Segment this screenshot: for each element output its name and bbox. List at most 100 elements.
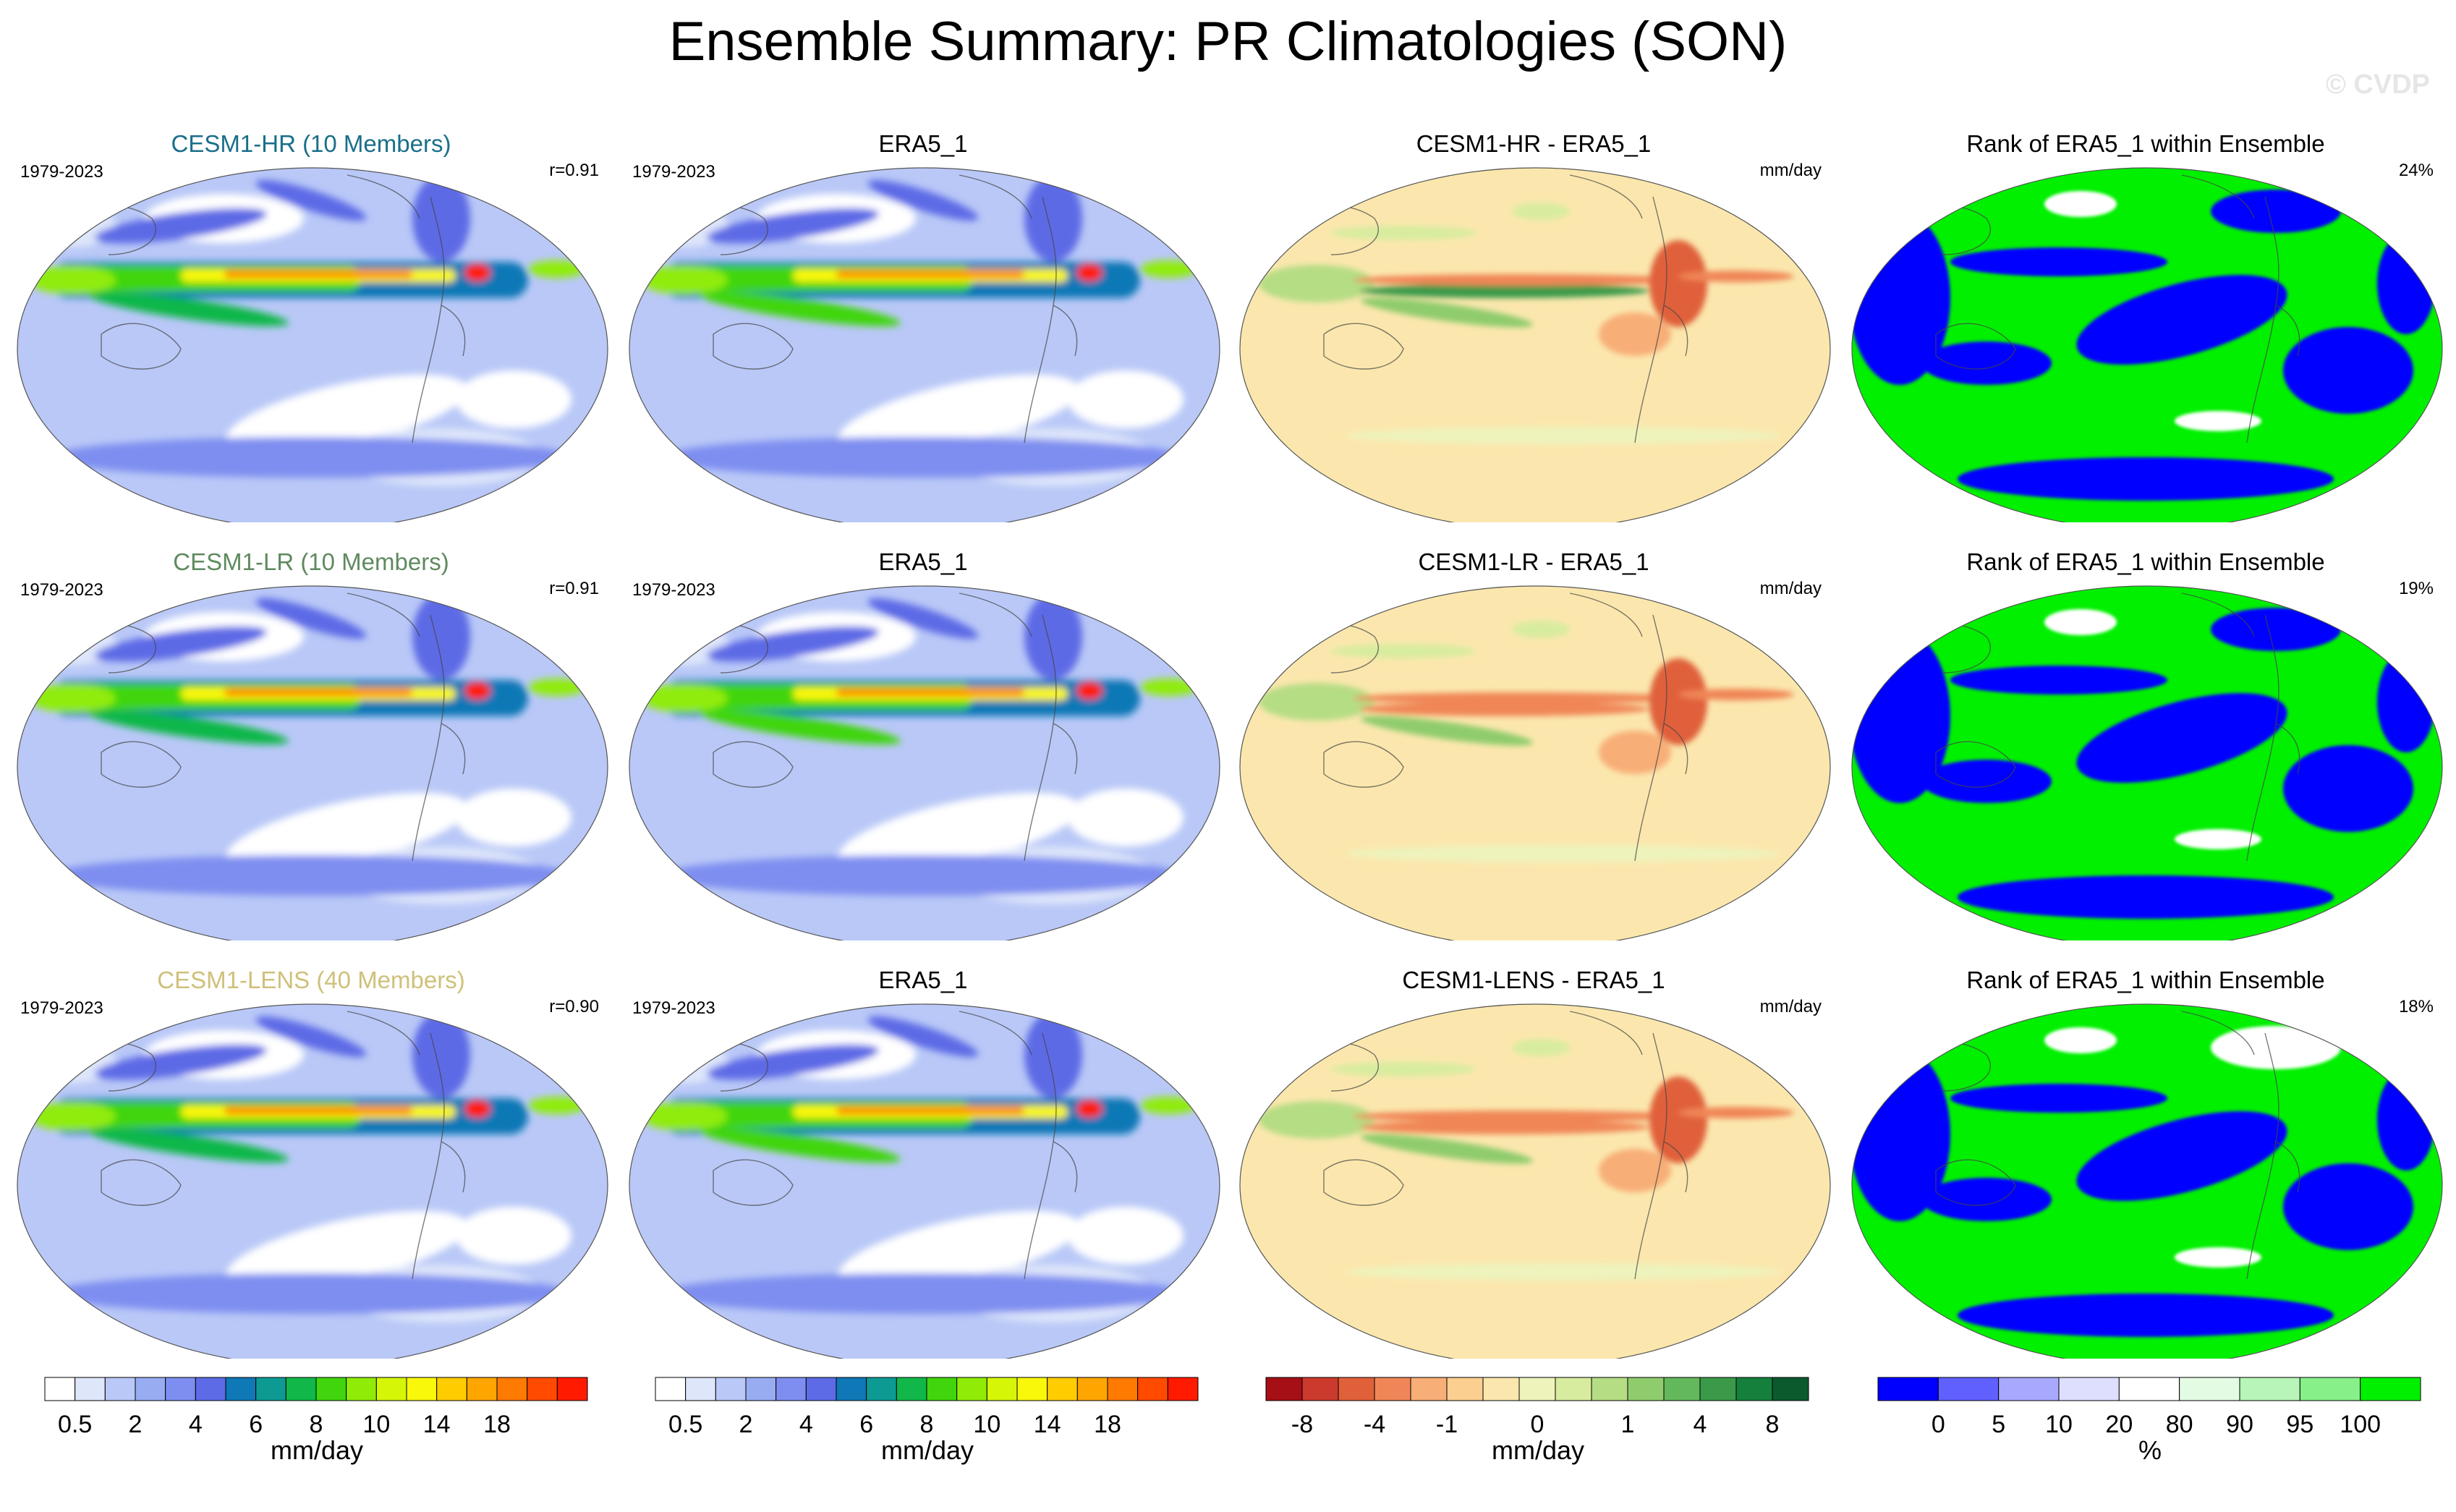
- panel-units: mm/day: [1759, 997, 1822, 1016]
- panel-title: Rank of ERA5_1 within Ensemble: [1966, 967, 2325, 993]
- colorbar-box: [986, 1377, 1018, 1401]
- colorbar-box: [1591, 1377, 1628, 1401]
- cvdp-watermark: © CVDP: [2325, 69, 2430, 100]
- colorbar-box: [1627, 1377, 1665, 1401]
- obs-pr-map-field: [629, 585, 1220, 940]
- panel-period: 1979-2023: [20, 998, 103, 1018]
- colorbar-units: mm/day: [1491, 1435, 1585, 1465]
- colorbar-tick-label: 90: [2226, 1411, 2253, 1438]
- colorbar-tick-label: -8: [1291, 1411, 1313, 1438]
- colorbar-box: [896, 1377, 927, 1401]
- colorbar-tick-label: 8: [920, 1411, 934, 1438]
- colorbar-box: [1998, 1377, 2060, 1401]
- colorbar-box: [1772, 1377, 1809, 1401]
- colorbar-box: [2239, 1377, 2300, 1401]
- colorbar-box: [556, 1377, 588, 1401]
- colorbar-tick-label: 0: [1932, 1411, 1945, 1438]
- colorbar-box: [225, 1377, 257, 1401]
- pattern-correlation: r=0.91: [549, 161, 599, 180]
- colorbar-tick-label: 0.5: [668, 1411, 702, 1438]
- colorbar-box: [255, 1377, 286, 1401]
- panel-title: Rank of ERA5_1 within Ensemble: [1966, 548, 2325, 575]
- colorbar-box: [1410, 1377, 1448, 1401]
- colorbar-tick-label: 95: [2286, 1411, 2313, 1438]
- colorbar-tick-label: 80: [2166, 1411, 2193, 1438]
- colorbar-box: [44, 1377, 76, 1401]
- pattern-correlation: r=0.90: [549, 997, 599, 1016]
- colorbar-box: [776, 1377, 807, 1401]
- colorbar-box: [1107, 1377, 1139, 1401]
- colorbar-box: [745, 1377, 777, 1401]
- colorbar-box: [685, 1377, 716, 1401]
- colorbar-box: [466, 1377, 498, 1401]
- panel-r1-rank-map: Rank of ERA5_1 within Ensemble 24%: [1842, 117, 2449, 522]
- colorbar-tick-label: 10: [362, 1411, 390, 1438]
- panel-title: Rank of ERA5_1 within Ensemble: [1966, 130, 2325, 157]
- colorbar-box: [1137, 1377, 1168, 1401]
- model-pr-map-field: [17, 585, 608, 940]
- colorbar-rank: 0 5 10 20 80 90 95 100%: [1875, 1375, 2425, 1512]
- colorbar-tick-label: 6: [859, 1411, 873, 1438]
- colorbar-box: [1265, 1377, 1303, 1401]
- colorbar-box: [1735, 1377, 1773, 1401]
- colorbar-box: [1699, 1377, 1737, 1401]
- panel-r1-model-pr-map: CESM1-HR (10 Members) 1979-2023 r=0.91: [7, 117, 615, 522]
- colorbar-box: [527, 1377, 558, 1401]
- panel-units: mm/day: [1759, 161, 1822, 180]
- colorbar-units: mm/day: [270, 1435, 364, 1465]
- colorbar-box: [1555, 1377, 1592, 1401]
- coastlines: [1258, 1011, 1688, 1280]
- colorbar-box: [436, 1377, 467, 1401]
- rank-percent: 19%: [2398, 579, 2434, 598]
- difference-map-field: [1239, 167, 1831, 522]
- colorbar-box: [406, 1377, 438, 1401]
- colorbar-box: [956, 1377, 987, 1401]
- colorbar-tick-label: 2: [129, 1411, 143, 1438]
- colorbar-tick-label: 14: [423, 1411, 451, 1438]
- colorbar-tick-label: 8: [1766, 1411, 1780, 1438]
- panel-title: CESM1-LENS (40 Members): [157, 967, 465, 993]
- colorbar-box: [715, 1377, 747, 1401]
- difference-map-field: [1239, 1003, 1831, 1359]
- panel-r3-obs-pr-map: ERA5_1 1979-2023: [619, 954, 1227, 1359]
- difference-map-field: [1239, 585, 1831, 940]
- colorbar-box: [1338, 1377, 1375, 1401]
- colorbar-tick-label: 10: [2045, 1411, 2073, 1438]
- panel-r3-rank-map: Rank of ERA5_1 within Ensemble 18%: [1842, 954, 2449, 1359]
- pattern-correlation: r=0.91: [549, 579, 599, 598]
- colorbar-tick-label: 6: [249, 1411, 263, 1438]
- colorbar-units: mm/day: [880, 1435, 974, 1465]
- obs-pr-map-field: [629, 167, 1220, 522]
- colorbar-tick-label: 10: [973, 1411, 1000, 1438]
- obs-pr-map-field: [629, 1003, 1220, 1359]
- panel-title: ERA5_1: [878, 967, 968, 993]
- panel-period: 1979-2023: [20, 580, 103, 600]
- colorbar-box: [135, 1377, 166, 1401]
- colorbar-box: [1374, 1377, 1411, 1401]
- panel-r1-obs-pr-map: ERA5_1 1979-2023: [619, 117, 1227, 522]
- colorbar-tick-label: 0: [1531, 1411, 1544, 1438]
- colorbar-tick-label: -4: [1364, 1411, 1385, 1438]
- panel-title: ERA5_1: [878, 548, 968, 575]
- colorbar-box: [496, 1377, 528, 1401]
- colorbar-pr-climatology: 0.5 2 4 6 8 10 14 18 mm/day: [42, 1375, 592, 1512]
- colorbar-box: [2118, 1377, 2180, 1401]
- panel-period: 1979-2023: [632, 998, 715, 1018]
- colorbar-box: [1301, 1377, 1339, 1401]
- colorbar-box: [805, 1377, 837, 1401]
- colorbar-box: [2299, 1377, 2361, 1401]
- panel-r2-difference-map: CESM1-LR - ERA5_1 mm/day: [1230, 535, 1837, 940]
- colorbar-box: [1877, 1377, 1939, 1401]
- model-pr-map-field: [17, 167, 608, 522]
- colorbar-tick-label: 0.5: [58, 1411, 92, 1438]
- panel-r1-difference-map: CESM1-HR - ERA5_1 mm/day: [1230, 117, 1837, 522]
- panel-r3-model-pr-map: CESM1-LENS (40 Members) 1979-2023 r=0.90: [7, 954, 615, 1359]
- coastlines: [35, 1011, 466, 1280]
- colorbar-box: [1076, 1377, 1108, 1401]
- panel-title: CESM1-LENS - ERA5_1: [1402, 967, 1665, 993]
- colorbar-tick-label: 20: [2105, 1411, 2133, 1438]
- panel-title: CESM1-LR (10 Members): [173, 548, 449, 575]
- colorbar-tick-label: 14: [1034, 1411, 1061, 1438]
- figure-title: Ensemble Summary: PR Climatologies (SON): [668, 11, 1788, 72]
- colorbar-box: [926, 1377, 958, 1401]
